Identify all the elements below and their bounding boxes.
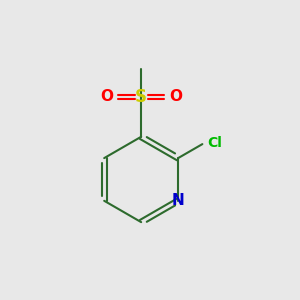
Text: S: S bbox=[135, 88, 147, 106]
Text: O: O bbox=[169, 89, 182, 104]
Text: N: N bbox=[172, 193, 184, 208]
Text: Cl: Cl bbox=[208, 136, 223, 150]
Text: O: O bbox=[100, 89, 113, 104]
